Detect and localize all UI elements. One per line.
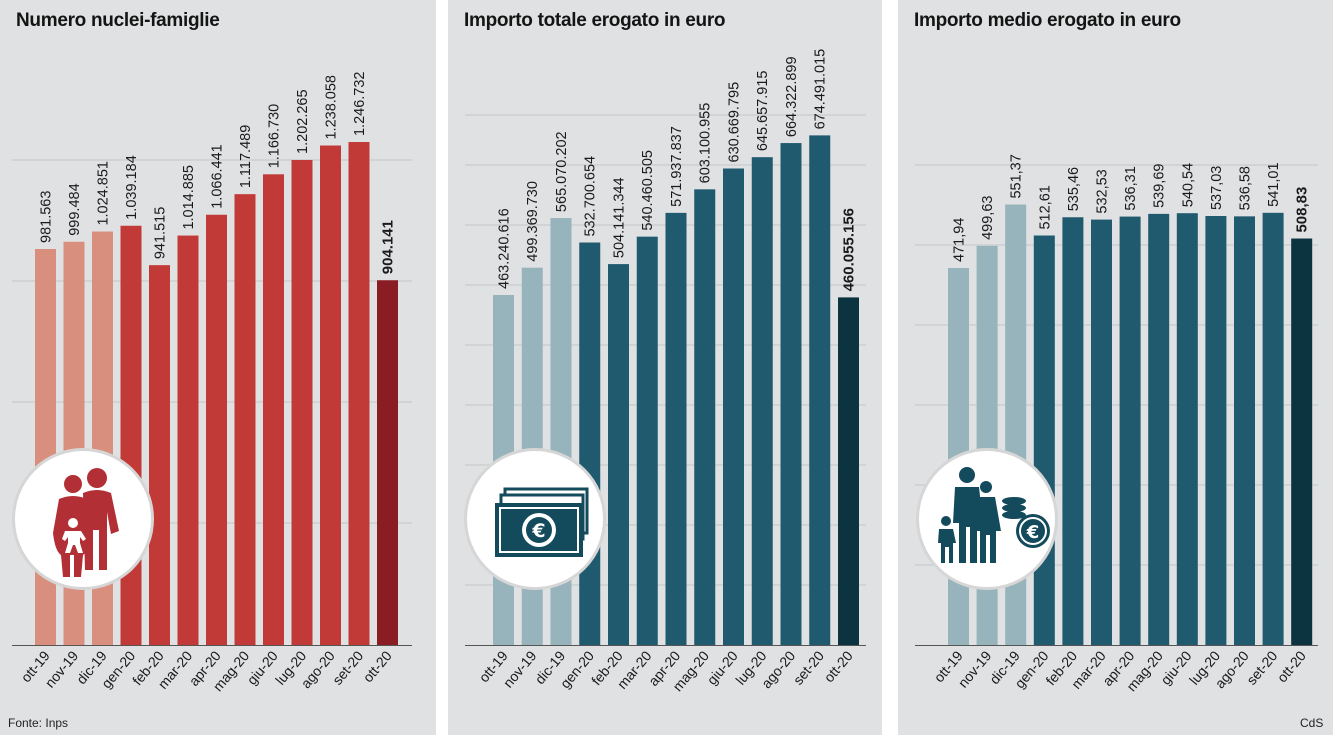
tick-label-ott-20: ott-20 bbox=[1274, 647, 1309, 685]
value-label-nov-19: 499,63 bbox=[980, 196, 996, 240]
bar-giu-20 bbox=[723, 168, 744, 646]
value-label-ago-20: 1.238.058 bbox=[324, 75, 340, 140]
value-label-mag-20: 603.100.955 bbox=[698, 103, 714, 184]
value-label-ott-20: 460.055.156 bbox=[841, 208, 858, 291]
bar-apr-20 bbox=[665, 212, 687, 646]
value-label-set-20: 1.246.732 bbox=[352, 72, 368, 137]
value-label-ott-19: 463.240.616 bbox=[497, 208, 513, 289]
bar-ott-20 bbox=[838, 297, 859, 645]
bar-feb-20 bbox=[149, 265, 170, 645]
value-label-apr-20: 571.937.837 bbox=[669, 126, 685, 207]
tick-label-set-20: set-20 bbox=[1243, 647, 1280, 687]
value-label-ott-20: 508,83 bbox=[1294, 187, 1311, 233]
value-label-set-20: 541,01 bbox=[1266, 162, 1282, 206]
value-label-feb-20: 535,46 bbox=[1066, 167, 1082, 211]
value-label-mar-20: 540.460.505 bbox=[640, 150, 656, 231]
bar-apr-20 bbox=[206, 214, 227, 646]
svg-text:€: € bbox=[1026, 522, 1040, 543]
value-label-mar-20: 532,53 bbox=[1095, 169, 1111, 213]
value-label-feb-20: 941.515 bbox=[153, 207, 169, 259]
value-label-ago-20: 536,58 bbox=[1238, 166, 1254, 210]
bar-mag-20 bbox=[234, 194, 256, 645]
chart-panel-average-amount: 471,94 ott-19 499,63 nov-19 551,37 dic-19 512,… bbox=[898, 0, 1333, 735]
value-label-nov-19: 499.369.730 bbox=[525, 181, 541, 262]
value-label-lug-20: 1.202.265 bbox=[295, 89, 311, 154]
bar-ott-20 bbox=[1291, 238, 1313, 646]
bar-lug-20 bbox=[291, 159, 313, 645]
family-coins-euro-icon: € bbox=[916, 448, 1058, 590]
bar-mar-20 bbox=[1091, 219, 1112, 645]
value-label-nov-19: 999.484 bbox=[67, 183, 83, 235]
chart-panel-households: 981.563 ott-19 999.484 nov-19 1.024.851 dic-1… bbox=[0, 0, 436, 735]
bar-mag-20 bbox=[1148, 213, 1170, 645]
value-label-lug-20: 645.657.915 bbox=[755, 71, 771, 152]
tick-label-giu-20: giu-20 bbox=[244, 647, 281, 687]
bar-mag-20 bbox=[694, 189, 716, 645]
bar-lug-20 bbox=[1205, 216, 1227, 645]
tick-label-giu-20: giu-20 bbox=[704, 647, 741, 687]
bar-lug-20 bbox=[751, 157, 773, 646]
source-note: Fonte: Inps bbox=[8, 716, 69, 730]
chart-total-amount: 463.240.616ott-19499.369.730nov-19565.07… bbox=[465, 49, 866, 694]
bar-feb-20 bbox=[1062, 217, 1084, 645]
bar-giu-20 bbox=[263, 174, 284, 645]
bar-ott-20 bbox=[377, 280, 398, 645]
value-label-gen-20: 512,61 bbox=[1037, 185, 1053, 229]
svg-text:€: € bbox=[531, 520, 545, 542]
value-label-gen-20: 1.039.184 bbox=[124, 155, 140, 220]
credit-note: CdS bbox=[1300, 716, 1324, 730]
bar-feb-20 bbox=[608, 264, 629, 645]
bar-mar-20 bbox=[177, 235, 199, 645]
bar-set-20 bbox=[348, 142, 370, 646]
chart-panel-total-amount: 463.240.616 ott-19 499.369.730 nov-19 565.07… bbox=[448, 0, 882, 735]
value-label-set-20: 674.491.015 bbox=[813, 49, 829, 130]
value-label-dic-19: 1.024.851 bbox=[96, 161, 112, 226]
banknotes-euro-icon: € bbox=[464, 448, 606, 590]
tick-label-ott-20: ott-20 bbox=[821, 647, 856, 685]
value-label-giu-20: 1.166.730 bbox=[267, 104, 283, 169]
bar-mar-20 bbox=[636, 236, 658, 646]
value-label-ott-19: 471,94 bbox=[952, 218, 968, 262]
bar-ago-20 bbox=[320, 145, 341, 645]
tick-label-set-20: set-20 bbox=[329, 647, 366, 687]
tick-label-giu-20: giu-20 bbox=[1157, 647, 1194, 687]
value-label-mar-20: 1.014.885 bbox=[181, 165, 197, 230]
value-label-mag-20: 1.117.489 bbox=[238, 125, 254, 188]
chart-title: Importo totale erogato in euro bbox=[464, 10, 726, 31]
value-label-giu-20: 630.669.795 bbox=[727, 82, 743, 163]
value-label-mag-20: 539,69 bbox=[1152, 164, 1168, 208]
value-label-ago-20: 664.322.899 bbox=[784, 56, 800, 137]
value-label-gen-20: 532.700.654 bbox=[583, 156, 599, 237]
value-label-ott-19: 981.563 bbox=[39, 191, 55, 243]
bar-giu-20 bbox=[1176, 213, 1198, 645]
bar-apr-20 bbox=[1119, 216, 1141, 645]
family-icon bbox=[12, 448, 154, 590]
value-label-apr-20: 1.066.441 bbox=[210, 144, 226, 209]
bar-ago-20 bbox=[1234, 216, 1255, 646]
value-label-lug-20: 537,03 bbox=[1209, 166, 1225, 210]
bar-set-20 bbox=[809, 135, 831, 645]
chart-title: Importo medio erogato in euro bbox=[914, 10, 1181, 31]
chart-title: Numero nuclei-famiglie bbox=[16, 10, 220, 31]
value-label-dic-19: 551,37 bbox=[1009, 154, 1025, 198]
bar-ago-20 bbox=[780, 143, 802, 645]
value-label-dic-19: 565.070.202 bbox=[554, 131, 570, 212]
bar-set-20 bbox=[1262, 212, 1284, 646]
value-label-ott-20: 904.141 bbox=[380, 220, 397, 274]
tick-label-set-20: set-20 bbox=[790, 647, 827, 687]
chart-average-amount: 471,94ott-19499,63nov-19551,37dic-19512,… bbox=[915, 154, 1318, 694]
value-label-giu-20: 540,54 bbox=[1180, 163, 1196, 207]
tick-label-ott-20: ott-20 bbox=[360, 647, 395, 685]
chart-households: 981.563ott-19999.484nov-191.024.851dic-1… bbox=[12, 72, 412, 694]
value-label-apr-20: 536,31 bbox=[1123, 166, 1139, 210]
value-label-feb-20: 504.141.344 bbox=[612, 177, 628, 258]
